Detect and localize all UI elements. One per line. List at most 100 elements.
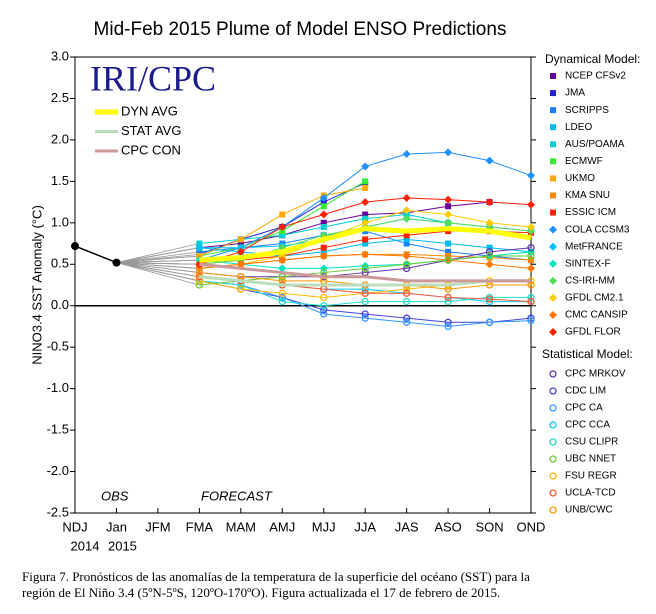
- legend-label: GFDL FLOR: [565, 327, 621, 338]
- y-tick-label: 0.5: [51, 256, 69, 271]
- series-line: [199, 280, 532, 327]
- connector: [116, 259, 200, 264]
- data-point: [320, 306, 328, 314]
- data-point: [527, 297, 535, 306]
- legend-title: Statistical Model:: [542, 347, 633, 361]
- data-point: [279, 211, 286, 218]
- data-point: [236, 243, 245, 252]
- y-tick-label: -2.0: [47, 463, 69, 478]
- y-tick-label: -2.5: [47, 504, 69, 519]
- data-point: [403, 232, 410, 239]
- annotation: FORECAST: [201, 488, 273, 503]
- legend-label: AUS/POAMA: [565, 139, 625, 150]
- x-tick-label: MJJ: [312, 519, 336, 534]
- data-point: [527, 244, 535, 252]
- legend-label: KMA SNU: [565, 190, 610, 201]
- data-point: [236, 260, 245, 269]
- legend-marker: [550, 175, 556, 182]
- legend-label: CSU CLIPR: [565, 437, 618, 448]
- legend-marker: [549, 242, 557, 251]
- data-point: [362, 211, 369, 218]
- data-point: [444, 293, 452, 302]
- data-point: [445, 240, 452, 247]
- data-point: [485, 218, 494, 227]
- legend-label: FSU REGR: [565, 471, 617, 482]
- data-point: [320, 223, 327, 230]
- data-point: [527, 293, 535, 302]
- legend-label: LDEO: [565, 122, 592, 133]
- legend-label: ECMWF: [565, 156, 603, 167]
- data-point: [278, 293, 286, 302]
- data-point: [195, 281, 204, 289]
- legend-marker: [549, 370, 557, 378]
- data-point: [320, 219, 327, 226]
- legend-label: UNB/CWC: [565, 505, 613, 516]
- connector: [116, 251, 200, 264]
- legend-label: CPC CON: [121, 142, 181, 157]
- data-point: [320, 302, 328, 310]
- data-point: [361, 314, 369, 322]
- data-point: [278, 297, 286, 306]
- y-tick-label: 3.0: [51, 48, 69, 63]
- legend-marker: [549, 438, 557, 446]
- legend-marker: [550, 158, 556, 165]
- legend-marker: [549, 506, 557, 514]
- caption: región de El Niño 3.4 (5ºN-5ºS, 120ºO-17…: [22, 585, 500, 600]
- data-point: [485, 260, 494, 269]
- x-tick-label: JAS: [395, 519, 419, 534]
- data-point: [320, 199, 327, 206]
- data-point: [485, 297, 494, 306]
- data-point: [403, 211, 410, 218]
- series-line: [199, 255, 531, 286]
- data-point: [278, 289, 286, 297]
- data-point: [319, 210, 328, 219]
- data-point: [444, 256, 452, 264]
- legend-label: CS-IRI-MM: [565, 275, 615, 286]
- data-point: [320, 310, 328, 318]
- legend-marker: [549, 421, 557, 429]
- legend-label: UKMO: [565, 173, 595, 184]
- data-point: [444, 318, 452, 326]
- chart-title: Mid-Feb 2015 Plume of Model ENSO Predict…: [94, 19, 507, 40]
- data-point: [402, 251, 411, 260]
- data-point: [527, 314, 535, 322]
- data-point: [319, 251, 328, 260]
- legend-marker: [549, 328, 557, 337]
- data-point: [361, 218, 370, 227]
- legend-marker: [549, 455, 557, 463]
- legend-marker: [550, 73, 556, 79]
- data-point: [528, 257, 534, 264]
- data-point: [444, 218, 453, 227]
- data-point: [402, 264, 411, 273]
- data-point: [362, 215, 369, 222]
- legend-marker: [549, 489, 557, 497]
- data-point: [320, 293, 328, 302]
- data-point: [278, 222, 287, 231]
- data-point: [402, 193, 411, 202]
- legend-marker: [549, 387, 557, 395]
- annotation: OBS: [101, 488, 129, 503]
- legend-label: JMA: [565, 88, 585, 99]
- data-point: [362, 184, 369, 191]
- data-point: [236, 247, 245, 256]
- legend-label: UBC NNET: [565, 454, 616, 465]
- data-point: [527, 200, 535, 209]
- legend-marker: [550, 192, 556, 199]
- legend-label: UCLA-TCD: [565, 488, 616, 499]
- data-point: [402, 289, 411, 297]
- series-line: [199, 280, 532, 323]
- observed-point: [112, 258, 121, 267]
- y-tick-label: 0.0: [51, 297, 69, 312]
- legend-marker: [550, 107, 556, 114]
- series-line: [199, 201, 490, 249]
- data-point: [444, 297, 452, 306]
- data-point: [361, 162, 370, 171]
- data-point: [485, 295, 494, 303]
- series-line: [199, 226, 532, 263]
- data-point: [319, 193, 328, 202]
- data-point: [445, 248, 452, 255]
- data-point: [444, 210, 453, 219]
- caption: Figura 7. Pronósticos de las anomalías d…: [22, 569, 530, 584]
- legend-marker: [549, 310, 557, 319]
- data-point: [402, 260, 411, 268]
